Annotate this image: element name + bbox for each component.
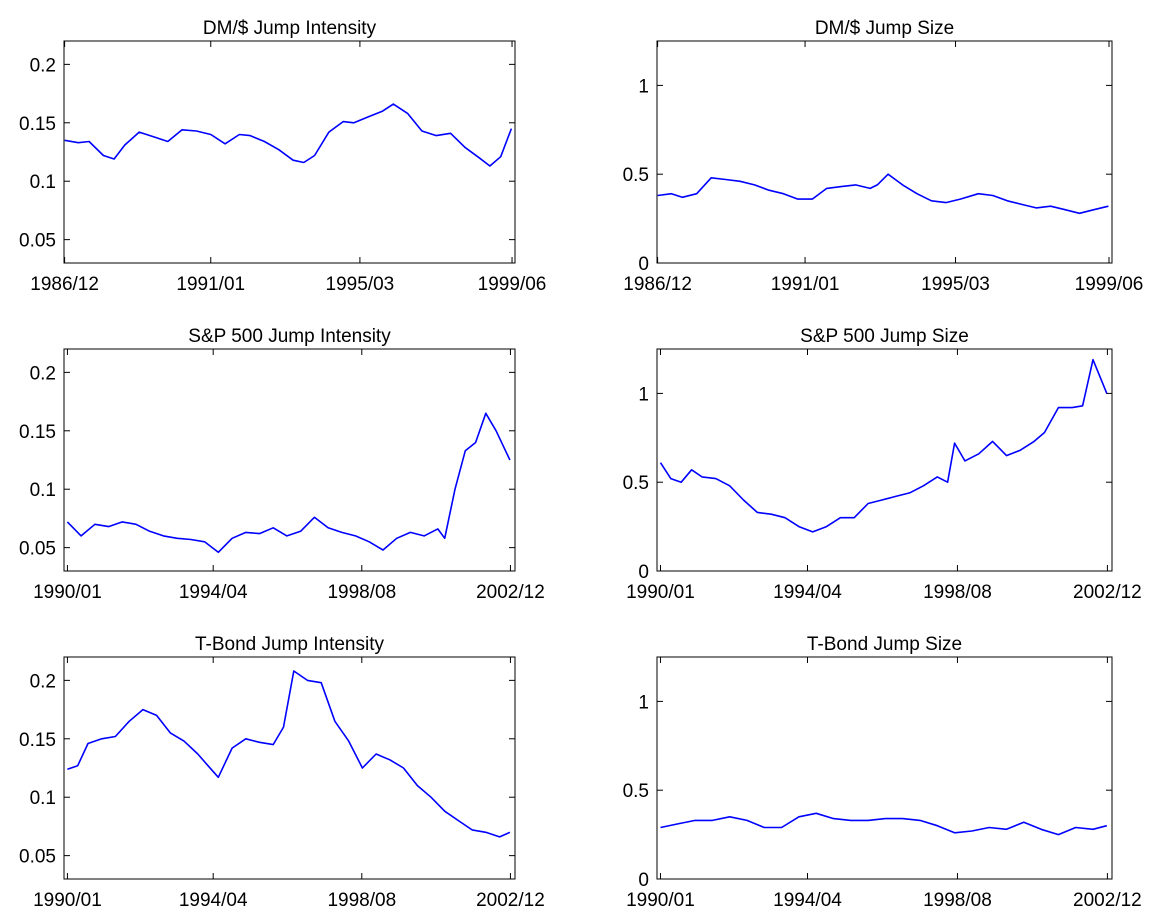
chart-title: DM/$ Jump Size bbox=[815, 18, 954, 39]
x-tick-label: 2002/12 bbox=[476, 890, 545, 911]
x-tick-label: 1994/04 bbox=[773, 890, 842, 911]
y-tick-label: 0.2 bbox=[30, 55, 56, 76]
y-tick-label: 0.15 bbox=[19, 730, 56, 751]
x-tick-label: 2002/12 bbox=[1073, 890, 1142, 911]
y-tick-label: 0.05 bbox=[19, 231, 56, 252]
y-tick-label: 0.5 bbox=[623, 165, 649, 186]
y-tick-label: 0 bbox=[638, 870, 649, 891]
panel-sp500-jump-size: S&P 500 Jump Size 0 0.5 1 1990/01 1994/04 1998… bbox=[623, 326, 1142, 603]
axes-box bbox=[63, 40, 516, 264]
axes-box bbox=[656, 348, 1113, 572]
series-line bbox=[66, 412, 511, 554]
y-tick-label: 0.15 bbox=[19, 114, 56, 135]
panel-tbond-jump-intensity: T-Bond Jump Intensity 0.05 0.1 0.15 0.2 1990/… bbox=[19, 634, 545, 911]
x-tick-label: 1986/12 bbox=[30, 274, 99, 295]
x-tick-label: 1999/06 bbox=[1075, 274, 1144, 295]
x-tick-label: 1999/06 bbox=[478, 274, 547, 295]
y-tick-label: 0.1 bbox=[30, 788, 56, 809]
y-tick-label: 0.1 bbox=[30, 480, 56, 501]
y-tick-label: 0 bbox=[638, 562, 649, 583]
x-tick-label: 1990/01 bbox=[626, 890, 695, 911]
x-tick-label: 1986/12 bbox=[623, 274, 692, 295]
panel-dm-jump-size: DM/$ Jump Size 0 0.5 1 1986/12 1991/01 1995/03… bbox=[623, 18, 1144, 295]
series-line bbox=[64, 103, 513, 167]
x-tick-label: 1990/01 bbox=[626, 582, 695, 603]
y-tick-label: 0.05 bbox=[19, 539, 56, 560]
y-tick-label: 0.15 bbox=[19, 422, 56, 443]
chart-title: DM/$ Jump Intensity bbox=[203, 18, 377, 39]
x-tick-label: 1991/01 bbox=[771, 274, 840, 295]
axes-box bbox=[656, 656, 1113, 880]
y-tick-label: 0.05 bbox=[19, 847, 56, 868]
chart-title: S&P 500 Jump Intensity bbox=[188, 326, 391, 347]
x-tick-label: 1990/01 bbox=[33, 582, 102, 603]
series-line bbox=[67, 670, 511, 838]
y-tick-label: 0.2 bbox=[30, 671, 56, 692]
x-tick-label: 1991/01 bbox=[176, 274, 245, 295]
y-tick-label: 0.2 bbox=[30, 363, 56, 384]
x-tick-label: 1998/08 bbox=[923, 582, 992, 603]
x-tick-label: 1994/04 bbox=[773, 582, 842, 603]
series-line bbox=[657, 173, 1109, 215]
panel-tbond-jump-size: T-Bond Jump Size 0 0.5 1 1990/01 1994/04 1998/… bbox=[623, 634, 1142, 911]
panel-dm-jump-intensity: DM/$ Jump Intensity 0.05 0.1 0.15 0.2 1986/12… bbox=[19, 18, 546, 295]
y-tick-label: 0.5 bbox=[623, 473, 649, 494]
x-tick-label: 1995/03 bbox=[921, 274, 990, 295]
series-line bbox=[659, 358, 1108, 533]
chart-title: S&P 500 Jump Size bbox=[800, 326, 969, 347]
x-tick-label: 1994/04 bbox=[179, 890, 248, 911]
x-tick-label: 2002/12 bbox=[1073, 582, 1142, 603]
y-tick-label: 1 bbox=[638, 384, 649, 405]
x-tick-label: 1998/08 bbox=[327, 890, 396, 911]
x-tick-label: 1998/08 bbox=[923, 890, 992, 911]
y-tick-label: 0.5 bbox=[623, 781, 649, 802]
chart-title: T-Bond Jump Intensity bbox=[195, 634, 385, 655]
axes-box bbox=[63, 348, 516, 572]
y-tick-label: 0 bbox=[638, 254, 649, 275]
panel-sp500-jump-intensity: S&P 500 Jump Intensity 0.05 0.1 0.15 0.2 1990… bbox=[19, 326, 545, 603]
chart-title: T-Bond Jump Size bbox=[807, 634, 962, 655]
x-tick-label: 1998/08 bbox=[327, 582, 396, 603]
series-line bbox=[660, 812, 1108, 836]
axes-box bbox=[656, 40, 1113, 264]
x-tick-label: 2002/12 bbox=[476, 582, 545, 603]
x-tick-label: 1995/03 bbox=[326, 274, 395, 295]
axes-box bbox=[63, 656, 516, 880]
y-tick-label: 0.1 bbox=[30, 172, 56, 193]
x-tick-label: 1990/01 bbox=[33, 890, 102, 911]
x-tick-label: 1994/04 bbox=[179, 582, 248, 603]
y-tick-label: 1 bbox=[638, 76, 649, 97]
y-tick-label: 1 bbox=[638, 692, 649, 713]
